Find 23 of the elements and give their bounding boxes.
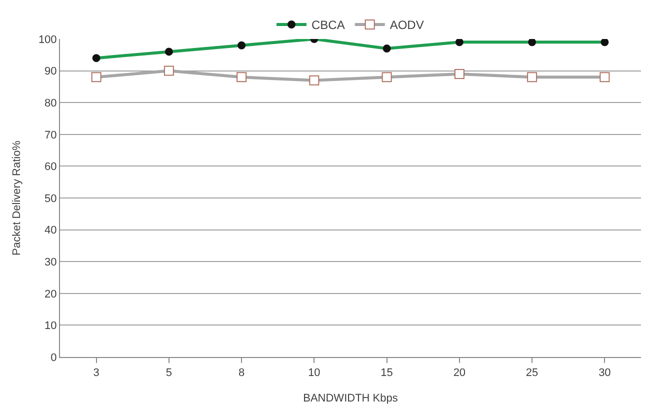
x-tick-label: 8 (238, 367, 245, 380)
y-tick-label: 70 (44, 129, 57, 142)
y-axis-title: Packet Delivery Ratio% (11, 140, 24, 256)
y-tick-label: 100 (38, 34, 57, 46)
x-tick-label: 25 (526, 367, 538, 380)
x-tick-label: 30 (598, 367, 611, 380)
x-tick-label: 5 (166, 367, 172, 380)
x-tick-label: 3 (93, 367, 100, 380)
x-axis-title: BANDWIDTH Kbps (303, 392, 398, 404)
x-tick-label: 20 (453, 367, 466, 380)
legend-label: CBCA (312, 18, 345, 32)
y-tick-label: 30 (44, 256, 57, 268)
legend-label: AODV (390, 18, 424, 32)
y-tick-label: 40 (44, 224, 57, 237)
y-tick-label: 80 (44, 97, 57, 110)
y-tick-label: 50 (44, 192, 57, 205)
y-tick-label: 60 (44, 161, 57, 174)
x-tick-label: 10 (308, 367, 320, 380)
y-tick-label: 10 (44, 320, 57, 332)
x-tick-label: 15 (380, 367, 393, 380)
y-tick-label: 90 (44, 66, 57, 78)
y-tick-label: 0 (50, 352, 57, 364)
y-tick-label: 20 (44, 288, 57, 300)
